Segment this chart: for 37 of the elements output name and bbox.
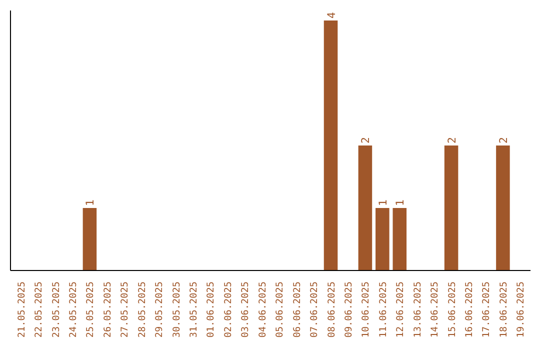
x-tick-label: 18.06.2025 — [498, 281, 510, 338]
x-tick-label: 02.06.2025 — [222, 281, 234, 338]
data-label: 1 — [394, 200, 407, 206]
x-tick-label: 17.06.2025 — [481, 281, 492, 338]
x-tick-label: 31.05.2025 — [188, 281, 200, 338]
x-tick-label: 19.06.2025 — [516, 281, 527, 338]
x-tick-label: 10.06.2025 — [360, 281, 372, 338]
x-tick-label: 22.05.2025 — [34, 281, 45, 338]
x-tick-label: 13.06.2025 — [412, 281, 424, 338]
data-label: 2 — [496, 137, 510, 144]
x-tick-label: 14.06.2025 — [430, 281, 441, 338]
x-tick-label: 08.06.2025 — [326, 281, 338, 338]
data-label: 1 — [84, 200, 97, 206]
data-label: 4 — [324, 12, 338, 18]
x-tick-label: 29.05.2025 — [154, 281, 166, 338]
x-tick-label: 09.06.2025 — [343, 281, 354, 338]
x-tick-label: 12.06.2025 — [395, 281, 406, 338]
x-tick-label: 01.06.2025 — [206, 281, 217, 338]
x-tick-label: 11.06.2025 — [378, 281, 389, 338]
x-tick-label: 15.06.2025 — [446, 281, 458, 338]
x-tick-label: 27.05.2025 — [120, 281, 131, 338]
x-tick-label: 05.06.2025 — [274, 281, 286, 338]
x-tick-label: 16.06.2025 — [464, 281, 476, 338]
x-tick-label: 24.05.2025 — [68, 281, 79, 338]
x-tick-label: 07.06.2025 — [309, 281, 320, 338]
x-tick-label: 04.06.2025 — [257, 281, 268, 338]
x-tick-label: 21.05.2025 — [16, 281, 28, 338]
x-tick-label: 28.05.2025 — [136, 281, 148, 338]
x-tick-label: 26.05.2025 — [102, 281, 114, 338]
x-tick-label: 03.06.2025 — [240, 281, 252, 338]
data-label: 1 — [376, 200, 390, 206]
x-tick-label: 23.05.2025 — [50, 281, 62, 338]
data-label: 2 — [445, 137, 458, 144]
data-label: 2 — [359, 137, 372, 144]
x-tick-label: 30.05.2025 — [171, 281, 182, 338]
x-tick-label: 25.05.2025 — [85, 281, 96, 338]
x-tick-label: 06.06.2025 — [292, 281, 303, 338]
